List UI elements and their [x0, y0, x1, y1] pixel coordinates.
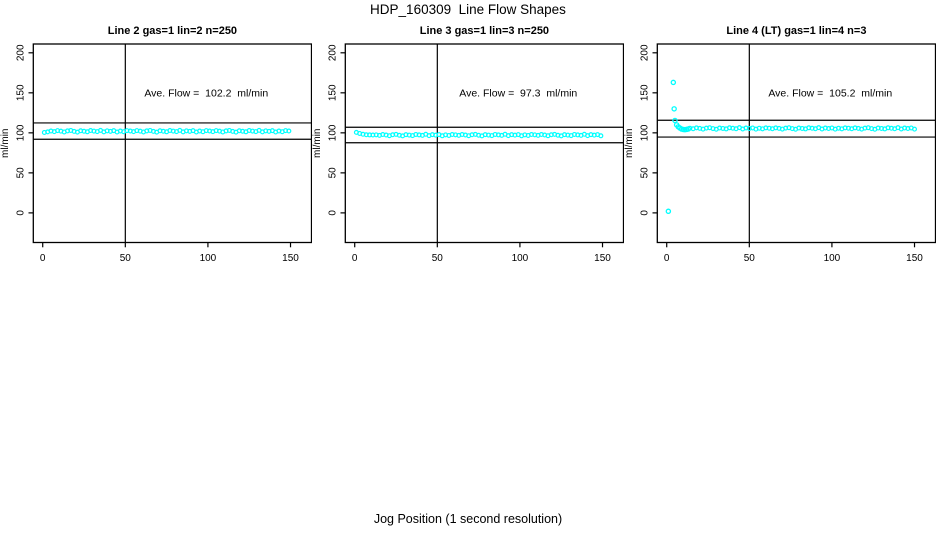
y-axis-label: ml/min: [312, 129, 323, 158]
x-tick-label: 50: [432, 253, 444, 264]
x-tick-label: 150: [282, 253, 299, 264]
y-axis-label: ml/min: [0, 129, 11, 158]
y-tick-label: 0: [328, 210, 339, 216]
avg-flow-annotation: Ave. Flow = 105.2 ml/min: [768, 87, 892, 99]
x-tick-label: 0: [664, 253, 670, 264]
x-axis-ticks: 0 50 100 150: [664, 242, 923, 264]
x-tick-label: 0: [352, 253, 358, 264]
panels-row: Line 2 gas=1 lin=2 n=250 0 50 100 150 0 50 100 1…: [0, 18, 936, 268]
flow-outlier-point: [671, 106, 677, 112]
flow-outlier-point: [665, 208, 672, 215]
y-tick-label: 0: [16, 210, 27, 216]
y-tick-label: 50: [328, 167, 339, 179]
panel-title: Line 2 gas=1 lin=2 n=250: [108, 25, 237, 37]
y-tick-label: 100: [328, 124, 339, 141]
data-points: [41, 127, 292, 135]
avg-flow-annotation: Ave. Flow = 97.3 ml/min: [459, 87, 577, 99]
plot-box: [32, 43, 313, 244]
chart-panel-2: Line 3 gas=1 lin=3 n=250 0 50 100 150 0 50 100 1…: [312, 18, 625, 268]
chart-panel-3: Line 4 (LT) gas=1 lin=4 n=3 0 50 100 150 0 50 1…: [624, 18, 936, 268]
x-tick-label: 150: [906, 253, 923, 264]
flow-point: [286, 128, 292, 134]
y-tick-label: 0: [640, 210, 651, 216]
x-tick-label: 100: [200, 253, 217, 264]
flow-outlier-point: [670, 79, 677, 86]
flow-point: [912, 126, 918, 132]
y-tick-label: 100: [640, 124, 651, 141]
x-axis-ticks: 0 50 100 150: [352, 242, 611, 264]
x-axis-ticks: 0 50 100 150: [40, 242, 299, 264]
chart-svg-2: Line 3 gas=1 lin=3 n=250 0 50 100 150 0 50 100 1…: [312, 25, 625, 264]
y-axis-ticks: 0 50 100 150 200: [16, 44, 34, 216]
x-tick-label: 100: [824, 253, 841, 264]
plot-box: [656, 43, 936, 244]
y-tick-label: 150: [328, 84, 339, 101]
y-tick-label: 200: [16, 44, 27, 61]
data-points: [665, 79, 918, 215]
y-axis-label: ml/min: [624, 129, 635, 158]
flow-outlier-point: [672, 117, 678, 124]
panel-title: Line 3 gas=1 lin=3 n=250: [420, 25, 549, 37]
avg-flow-annotation: Ave. Flow = 102.2 ml/min: [144, 87, 268, 99]
y-tick-label: 200: [328, 44, 339, 61]
y-tick-label: 150: [16, 84, 27, 101]
x-tick-label: 50: [120, 253, 132, 264]
chart-panel-1: Line 2 gas=1 lin=2 n=250 0 50 100 150 0 50 100 1…: [0, 18, 313, 268]
y-tick-label: 50: [640, 167, 651, 179]
y-tick-label: 200: [640, 44, 651, 61]
x-tick-label: 100: [512, 253, 529, 264]
y-tick-label: 100: [16, 124, 27, 141]
x-tick-label: 150: [594, 253, 611, 264]
chart-svg-3: Line 4 (LT) gas=1 lin=4 n=3 0 50 100 150 0 50 1…: [624, 25, 936, 264]
x-tick-label: 50: [744, 253, 756, 264]
figure-title: HDP_160309 Line Flow Shapes: [370, 2, 566, 17]
y-axis-ticks: 0 50 100 150 200: [640, 44, 658, 216]
figure-x-axis-label: Jog Position (1 second resolution): [373, 512, 563, 526]
x-tick-label: 0: [40, 253, 46, 264]
chart-svg-1: Line 2 gas=1 lin=2 n=250 0 50 100 150 0 50 100 1…: [0, 25, 313, 264]
y-axis-ticks: 0 50 100 150 200: [328, 44, 346, 216]
flow-outlier-point: [685, 126, 691, 132]
flow-point: [598, 133, 604, 139]
y-tick-label: 150: [640, 84, 651, 101]
panel-title: Line 4 (LT) gas=1 lin=4 n=3: [726, 25, 866, 37]
y-tick-label: 50: [16, 167, 27, 179]
data-points: [353, 129, 604, 139]
